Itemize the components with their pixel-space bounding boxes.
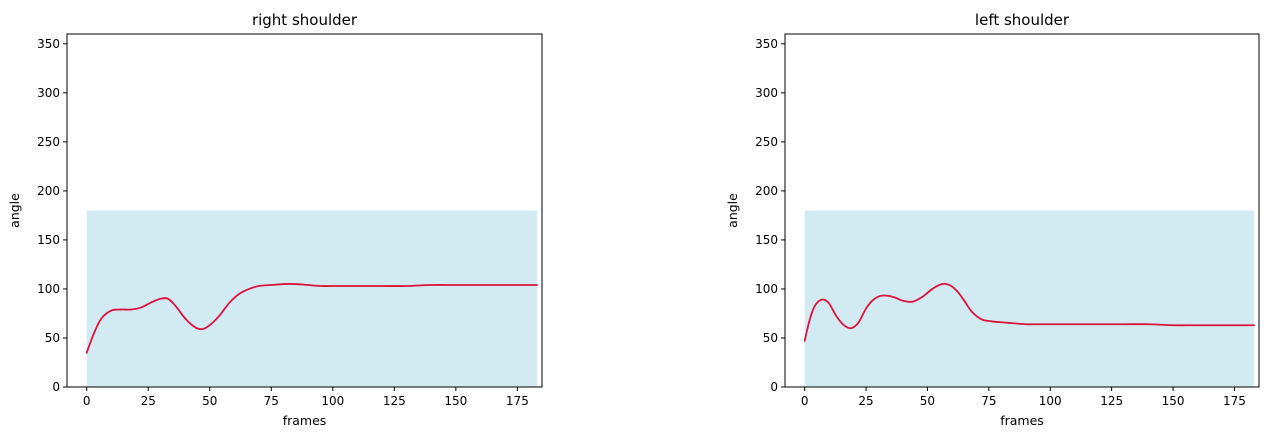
subplot-right-shoulder: right shoulder 0 25 50 75 100 125 150 175 0 50 100 1… xyxy=(7,11,543,428)
y-tick-label: 300 xyxy=(755,86,778,100)
y-tick-label: 0 xyxy=(770,380,778,394)
x-tick-label: 50 xyxy=(202,394,217,408)
x-tick-label: 175 xyxy=(506,394,529,408)
x-tick-label: 125 xyxy=(383,394,406,408)
y-tick-label: 250 xyxy=(37,135,60,149)
x-axis-label: frames xyxy=(283,413,327,428)
x-tick-label: 175 xyxy=(1223,394,1246,408)
x-tick-label: 25 xyxy=(141,394,156,408)
plots-root: right shoulder 0 25 50 75 100 125 150 175 0 50 100 1… xyxy=(7,11,1260,428)
y-tick-label: 350 xyxy=(37,37,60,51)
range-band xyxy=(804,210,1255,387)
x-tick-label: 100 xyxy=(321,394,344,408)
y-tick-label: 200 xyxy=(755,184,778,198)
y-tick-label: 100 xyxy=(37,282,60,296)
x-tick-label: 150 xyxy=(1162,394,1185,408)
y-tick-label: 250 xyxy=(755,135,778,149)
axes-frame xyxy=(784,33,1260,388)
y-tick-label: 50 xyxy=(763,331,778,345)
y-tick-label: 200 xyxy=(37,184,60,198)
x-tick-label: 0 xyxy=(83,394,91,408)
chart-title: left shoulder xyxy=(975,11,1070,29)
y-axis-label: angle xyxy=(725,193,740,228)
x-tick-label: 100 xyxy=(1039,394,1062,408)
y-axis-label: angle xyxy=(7,193,22,228)
y-tick-label: 150 xyxy=(755,233,778,247)
x-tick-label: 0 xyxy=(801,394,809,408)
axes-frame xyxy=(66,33,543,388)
x-tick-label: 75 xyxy=(264,394,279,408)
x-tick-label: 75 xyxy=(981,394,996,408)
x-tick-label: 25 xyxy=(858,394,873,408)
y-tick-label: 100 xyxy=(755,282,778,296)
x-tick-label: 50 xyxy=(920,394,935,408)
x-axis-label: frames xyxy=(1000,413,1044,428)
series-line-0 xyxy=(803,282,1255,342)
x-tick-label: 150 xyxy=(444,394,467,408)
range-band xyxy=(86,210,538,387)
chart-title: right shoulder xyxy=(252,11,358,29)
series-line-0 xyxy=(85,283,538,354)
y-tick-label: 150 xyxy=(37,233,60,247)
x-tick-label: 125 xyxy=(1100,394,1123,408)
y-tick-label: 50 xyxy=(45,331,60,345)
y-tick-label: 350 xyxy=(755,37,778,51)
y-tick-label: 300 xyxy=(37,86,60,100)
y-tick-label: 0 xyxy=(52,380,60,394)
subplot-left-shoulder: left shoulder 0 25 50 75 100 125 150 175 0 50 100 15… xyxy=(725,11,1260,428)
